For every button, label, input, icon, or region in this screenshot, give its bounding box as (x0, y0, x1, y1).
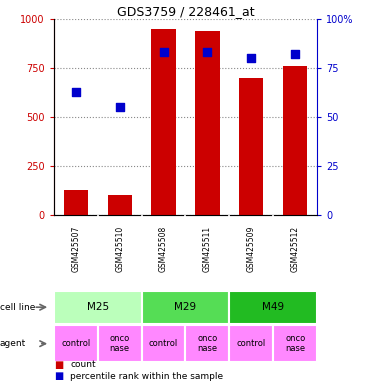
Point (161, 50, 167, 56)
Text: control: control (237, 339, 266, 348)
Text: ■: ■ (54, 360, 63, 370)
Text: cell line: cell line (0, 303, 35, 312)
Text: onco
nase: onco nase (109, 334, 130, 353)
Bar (186, 325, 229, 362)
Bar (142, 325, 186, 362)
Text: GSM425509: GSM425509 (247, 225, 256, 272)
Point (292, 51, 298, 58)
Text: M29: M29 (174, 302, 197, 312)
Point (73, 89, 79, 95)
Bar (64, 190, 88, 215)
Bar (273, 325, 317, 362)
Text: GSM425507: GSM425507 (71, 225, 80, 272)
Bar (229, 325, 273, 362)
Bar (142, 291, 229, 324)
Point (116, 104, 122, 111)
Bar (54, 325, 98, 362)
Bar (283, 66, 307, 215)
Point (204, 50, 210, 56)
Text: onco
nase: onco nase (285, 334, 305, 353)
Bar (98, 325, 142, 362)
Bar (54, 291, 142, 324)
Bar (108, 195, 132, 215)
Text: M25: M25 (87, 302, 109, 312)
Text: ■: ■ (54, 371, 63, 381)
Text: GSM425508: GSM425508 (159, 226, 168, 272)
Text: GSM425510: GSM425510 (115, 226, 124, 272)
Text: count: count (70, 360, 96, 369)
Bar (196, 31, 220, 215)
Text: M49: M49 (262, 302, 284, 312)
Bar (151, 29, 175, 215)
Bar (229, 291, 317, 324)
Text: onco
nase: onco nase (197, 334, 217, 353)
Point (249, 55, 255, 61)
Text: control: control (61, 339, 91, 348)
Title: GDS3759 / 228461_at: GDS3759 / 228461_at (117, 5, 254, 18)
Text: percentile rank within the sample: percentile rank within the sample (70, 372, 224, 381)
Text: GSM425511: GSM425511 (203, 226, 212, 272)
Text: control: control (149, 339, 178, 348)
Text: agent: agent (0, 339, 26, 348)
Text: GSM425512: GSM425512 (291, 226, 300, 272)
Bar (239, 78, 263, 215)
